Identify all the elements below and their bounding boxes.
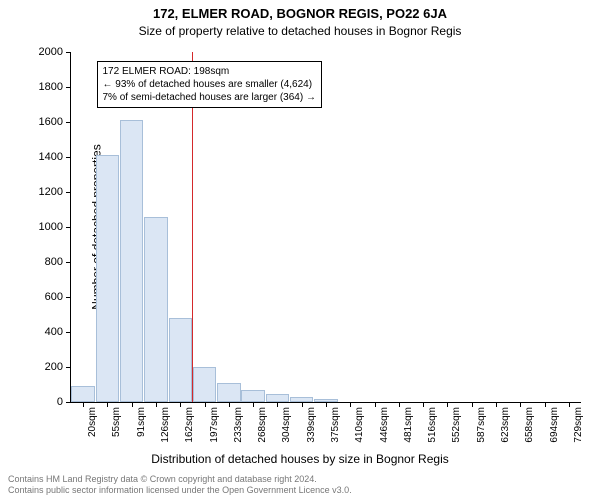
x-tick-label: 91sqm: [136, 407, 147, 437]
x-tick: [277, 402, 278, 407]
x-axis-label: Distribution of detached houses by size …: [0, 452, 600, 466]
bar: [217, 383, 240, 402]
bar: [144, 217, 167, 403]
footer-line-1: Contains HM Land Registry data © Crown c…: [8, 474, 352, 485]
x-tick: [350, 402, 351, 407]
x-tick-label: 233sqm: [233, 407, 244, 443]
y-tick: [66, 122, 71, 123]
x-tick: [447, 402, 448, 407]
y-tick-label: 200: [45, 361, 63, 373]
y-tick-label: 0: [57, 396, 63, 408]
y-tick-label: 1200: [39, 186, 63, 198]
x-tick: [107, 402, 108, 407]
x-tick: [205, 402, 206, 407]
y-tick-label: 2000: [39, 46, 63, 58]
x-tick: [496, 402, 497, 407]
footer-line-2: Contains public sector information licen…: [8, 485, 352, 496]
x-tick-label: 55sqm: [111, 407, 122, 437]
x-tick-label: 446sqm: [379, 407, 390, 443]
bar: [241, 390, 264, 402]
x-tick-label: 304sqm: [281, 407, 292, 443]
bar: [266, 394, 289, 402]
y-tick: [66, 227, 71, 228]
x-tick-label: 126sqm: [160, 407, 171, 443]
x-tick: [180, 402, 181, 407]
x-tick-label: 552sqm: [451, 407, 462, 443]
x-tick-label: 375sqm: [330, 407, 341, 443]
x-tick-label: 694sqm: [549, 407, 560, 443]
x-tick: [156, 402, 157, 407]
x-tick: [520, 402, 521, 407]
y-tick-label: 1400: [39, 151, 63, 163]
x-tick-label: 587sqm: [476, 407, 487, 443]
bar: [169, 318, 192, 402]
x-tick-label: 339sqm: [306, 407, 317, 443]
x-tick: [423, 402, 424, 407]
bar: [193, 367, 216, 402]
y-tick: [66, 332, 71, 333]
x-tick: [399, 402, 400, 407]
footer-attribution: Contains HM Land Registry data © Crown c…: [8, 474, 352, 496]
annotation-box: 172 ELMER ROAD: 198sqm← 93% of detached …: [97, 61, 322, 108]
y-tick-label: 1600: [39, 116, 63, 128]
x-tick-label: 516sqm: [427, 407, 438, 443]
chart-container: 172, ELMER ROAD, BOGNOR REGIS, PO22 6JA …: [0, 0, 600, 500]
x-tick: [83, 402, 84, 407]
y-tick-label: 400: [45, 326, 63, 338]
x-tick: [253, 402, 254, 407]
chart-title: Size of property relative to detached ho…: [0, 24, 600, 38]
plot-area: 020040060080010001200140016001800200020s…: [70, 52, 581, 403]
x-tick-label: 268sqm: [257, 407, 268, 443]
bar: [96, 155, 119, 402]
x-tick: [229, 402, 230, 407]
x-tick-label: 20sqm: [87, 407, 98, 437]
x-tick-label: 197sqm: [209, 407, 220, 443]
x-tick-label: 410sqm: [354, 407, 365, 443]
x-tick: [302, 402, 303, 407]
x-tick-label: 623sqm: [500, 407, 511, 443]
y-tick: [66, 402, 71, 403]
annotation-line: 7% of semi-detached houses are larger (3…: [103, 91, 316, 104]
bar: [120, 120, 143, 402]
x-tick-label: 481sqm: [403, 407, 414, 443]
chart-supertitle: 172, ELMER ROAD, BOGNOR REGIS, PO22 6JA: [0, 6, 600, 21]
y-tick: [66, 52, 71, 53]
bar: [71, 386, 94, 402]
y-tick: [66, 297, 71, 298]
y-tick-label: 1800: [39, 81, 63, 93]
x-tick-label: 162sqm: [184, 407, 195, 443]
annotation-line: 172 ELMER ROAD: 198sqm: [103, 65, 316, 78]
y-tick-label: 1000: [39, 221, 63, 233]
y-tick-label: 600: [45, 291, 63, 303]
x-tick-label: 658sqm: [524, 407, 535, 443]
x-tick: [569, 402, 570, 407]
y-tick: [66, 262, 71, 263]
x-tick: [132, 402, 133, 407]
x-tick: [545, 402, 546, 407]
y-tick-label: 800: [45, 256, 63, 268]
y-tick: [66, 192, 71, 193]
y-tick: [66, 87, 71, 88]
y-tick: [66, 367, 71, 368]
x-tick: [375, 402, 376, 407]
annotation-line: ← 93% of detached houses are smaller (4,…: [103, 78, 316, 91]
x-tick: [326, 402, 327, 407]
x-tick-label: 729sqm: [573, 407, 584, 443]
y-tick: [66, 157, 71, 158]
x-tick: [472, 402, 473, 407]
